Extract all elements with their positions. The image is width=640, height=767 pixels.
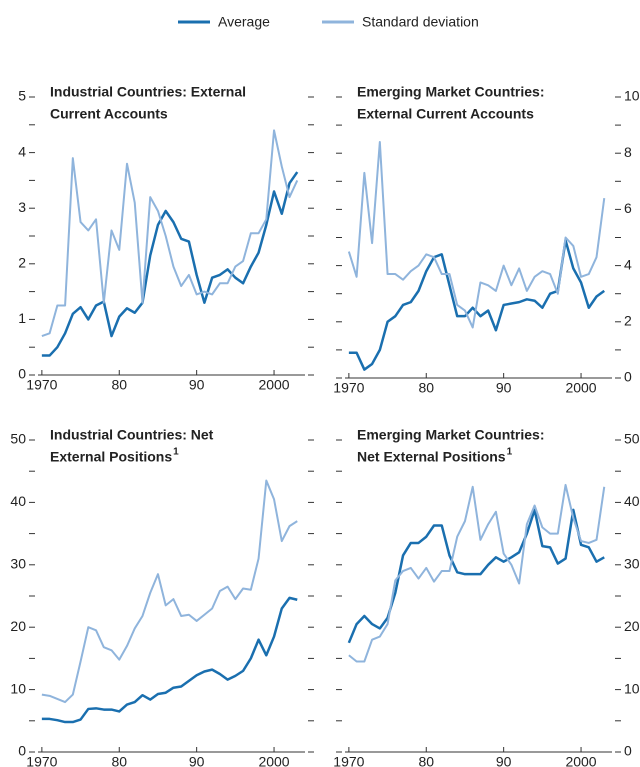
panel-title: Net External Positions <box>357 449 506 465</box>
y-tick-label: 0 <box>18 743 26 759</box>
y-tick-label: 0 <box>624 369 632 385</box>
x-tick-label: 90 <box>189 754 205 767</box>
data-line <box>41 479 298 704</box>
y-tick-label: 50 <box>10 431 26 447</box>
x-tick-label: 80 <box>418 754 434 767</box>
panel-title: Industrial Countries: External <box>50 84 246 100</box>
y-tick-label: 50 <box>624 431 640 447</box>
y-tick-label: 4 <box>18 143 26 159</box>
y-tick-label: 2 <box>624 313 632 329</box>
footnote-mark: 1 <box>173 447 179 458</box>
x-tick-label: 2000 <box>258 377 289 393</box>
y-tick-label: 30 <box>10 556 26 572</box>
panel: Emerging Market Countries: Net External P… <box>333 427 639 767</box>
data-line <box>41 596 298 724</box>
y-tick-label: 2 <box>18 255 26 271</box>
panel-title: Emerging Market Countries: <box>357 427 544 443</box>
x-tick-label: 2000 <box>258 754 289 767</box>
y-tick-label: 40 <box>10 493 26 509</box>
legend-label: Average <box>218 14 270 30</box>
x-tick-label: 1970 <box>26 754 57 767</box>
x-tick-label: 2000 <box>565 380 596 396</box>
x-tick-label: 80 <box>418 380 434 396</box>
panel: Emerging Market Countries: External Curre… <box>333 84 639 396</box>
y-tick-label: 6 <box>624 200 632 216</box>
legend-label: Standard deviation <box>362 14 479 30</box>
y-tick-label: 40 <box>624 493 640 509</box>
y-tick-label: 20 <box>10 618 26 634</box>
footnote-mark: 1 <box>507 447 513 458</box>
y-tick-label: 10 <box>10 680 26 696</box>
y-tick-label: 10 <box>624 680 640 696</box>
y-tick-label: 0 <box>18 366 26 382</box>
x-tick-label: 1970 <box>333 380 364 396</box>
x-tick-label: 90 <box>189 377 205 393</box>
y-tick-label: 4 <box>624 256 632 272</box>
y-tick-label: 5 <box>18 88 26 104</box>
data-line <box>41 171 299 357</box>
y-tick-label: 3 <box>18 199 26 215</box>
x-tick-label: 90 <box>496 380 512 396</box>
data-line <box>41 129 299 338</box>
x-tick-label: 1970 <box>333 754 364 767</box>
y-tick-label: 8 <box>624 144 632 160</box>
x-tick-label: 2000 <box>565 754 596 767</box>
y-tick-label: 20 <box>624 618 640 634</box>
y-tick-label: 0 <box>624 743 632 759</box>
y-tick-label: 1 <box>18 310 26 326</box>
x-tick-label: 80 <box>111 754 127 767</box>
y-tick-label: 10 <box>624 88 640 104</box>
panel-title: Emerging Market Countries: <box>357 84 544 100</box>
data-line <box>348 483 606 663</box>
y-tick-label: 30 <box>624 556 640 572</box>
panel: Industrial Countries: Net External Positi… <box>10 427 314 767</box>
x-tick-label: 80 <box>111 377 127 393</box>
panel: Industrial Countries: External Current Ac… <box>18 84 314 393</box>
panel-title: External Current Accounts <box>357 106 534 122</box>
data-line <box>347 140 606 329</box>
panel-title: Current Accounts <box>50 106 168 122</box>
x-tick-label: 1970 <box>26 377 57 393</box>
panel-title: External Positions <box>50 449 172 465</box>
panel-title: Industrial Countries: Net <box>50 427 214 443</box>
x-tick-label: 90 <box>496 754 512 767</box>
